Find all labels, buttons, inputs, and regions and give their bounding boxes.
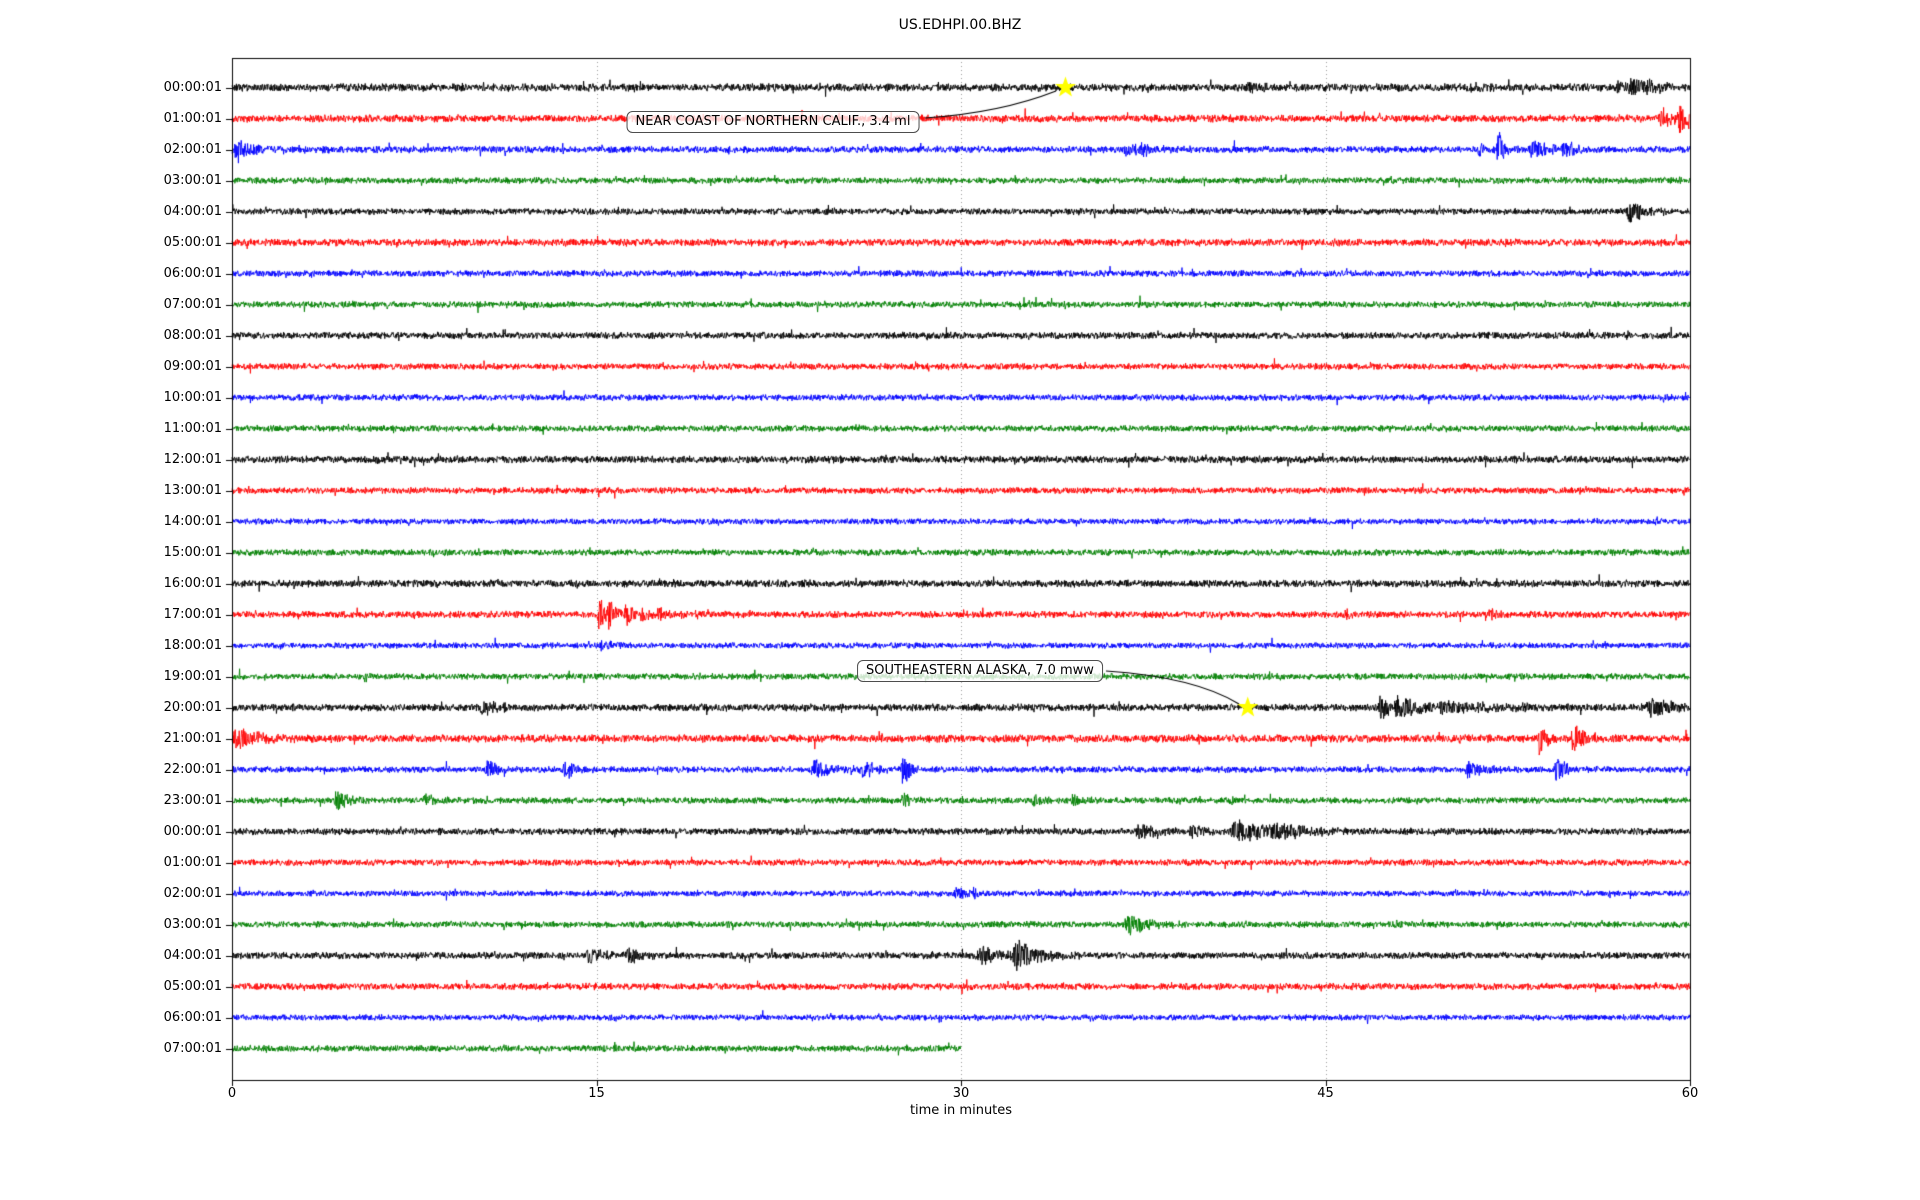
plot-title: US.EDHPI.00.BHZ [898, 17, 1022, 33]
row-label: 04:00:01 [163, 203, 222, 219]
x-tick-label: 45 [1317, 1086, 1334, 1101]
row-label: 07:00:01 [163, 1040, 222, 1056]
row-label: 23:00:01 [163, 792, 222, 808]
row-label: 03:00:01 [163, 172, 222, 188]
x-tick-label: 0 [227, 1086, 237, 1101]
row-label: 17:00:01 [163, 606, 222, 622]
row-label: 14:00:01 [163, 513, 222, 529]
row-label: 19:00:01 [163, 668, 222, 684]
row-label: 12:00:01 [163, 451, 222, 467]
x-tick-label: 15 [588, 1086, 605, 1101]
row-label: 18:00:01 [163, 637, 222, 653]
annotation-box-southeastern-alaska: SOUTHEASTERN ALASKA, 7.0 mww [857, 660, 1103, 682]
row-label: 07:00:01 [163, 296, 222, 312]
row-label: 22:00:01 [163, 761, 222, 777]
row-label: 05:00:01 [163, 234, 222, 250]
row-label: 10:00:01 [163, 389, 222, 405]
row-label: 11:00:01 [163, 420, 222, 436]
row-label: 01:00:01 [163, 854, 222, 870]
row-label: 04:00:01 [163, 947, 222, 963]
row-label: 00:00:01 [163, 823, 222, 839]
x-axis-label: time in minutes [909, 1103, 1013, 1118]
row-label: 20:00:01 [163, 699, 222, 715]
x-tick-label: 30 [952, 1086, 970, 1101]
row-label: 09:00:01 [163, 358, 222, 374]
row-label: 00:00:01 [163, 79, 222, 95]
annotation-box-northern-calif: NEAR COAST OF NORTHERN CALIF., 3.4 ml [626, 111, 920, 133]
row-label: 15:00:01 [163, 544, 222, 560]
row-label: 02:00:01 [163, 141, 222, 157]
x-tick-label: 60 [1681, 1086, 1699, 1101]
row-label: 05:00:01 [163, 978, 222, 994]
row-label: 16:00:01 [163, 575, 222, 591]
row-label: 06:00:01 [163, 265, 222, 281]
row-label: 06:00:01 [163, 1009, 222, 1025]
row-label: 13:00:01 [163, 482, 222, 498]
row-label: 01:00:01 [163, 110, 222, 126]
row-label: 02:00:01 [163, 885, 222, 901]
row-label: 08:00:01 [163, 327, 222, 343]
row-label: 21:00:01 [163, 730, 222, 746]
row-label: 03:00:01 [163, 916, 222, 932]
